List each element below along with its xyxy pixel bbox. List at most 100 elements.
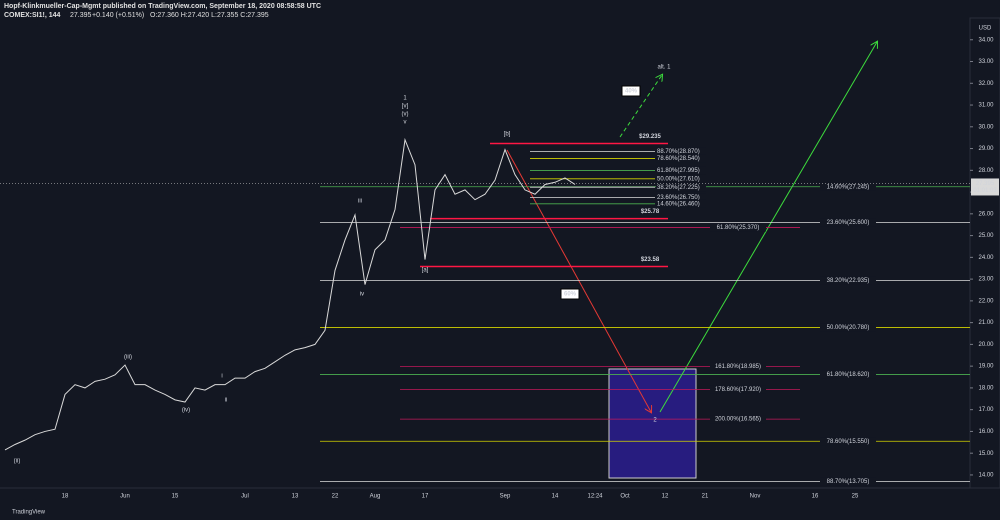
fib-label: 61.80%(18.620) — [827, 372, 870, 378]
fib-label-bg — [820, 276, 876, 285]
price-target-label: $23.58 — [641, 257, 660, 263]
y-tick-label: 34.00 — [978, 37, 994, 43]
x-tick-label: Jun — [120, 494, 130, 500]
x-tick-label: 15 — [172, 494, 179, 500]
wave-label: 1 — [403, 96, 407, 102]
y-tick-label: 17.00 — [978, 407, 994, 413]
wave-label: [b] — [504, 132, 511, 138]
wave-label: (ii) — [14, 459, 21, 465]
probability-box — [560, 288, 580, 300]
y-tick-label: 31.00 — [978, 103, 994, 109]
fib-label: 178.60%(17.920) — [715, 387, 761, 393]
y-tick-label: 28.00 — [978, 168, 994, 174]
price-axis — [969, 17, 1000, 489]
fib-label-bg — [820, 437, 876, 446]
y-tick-label: 33.00 — [978, 59, 994, 65]
y-tick-label: 29.00 — [978, 146, 994, 152]
price-target-label: $25.78 — [641, 209, 660, 215]
wave-label: [a] — [422, 268, 429, 274]
fib-label: 14.60%(26.460) — [657, 201, 700, 207]
fib-label: 161.80%(18.985) — [715, 364, 761, 370]
y-tick-label: 20.00 — [978, 342, 994, 348]
y-tick-label: 21.00 — [978, 320, 994, 326]
fib-label: 50.00%(20.780) — [827, 325, 870, 331]
down-arrow — [506, 149, 651, 412]
x-tick-label: 14 — [552, 494, 559, 500]
x-tick-label: Jul — [241, 494, 249, 500]
fib-label: 50.00%(27.610) — [657, 176, 700, 182]
fib-label-bg — [710, 385, 766, 394]
wave-label: ii — [225, 398, 228, 404]
fib-label: 61.80%(25.370) — [717, 225, 760, 231]
fib-label: 23.60%(25.600) — [827, 220, 870, 226]
last-price-label: 27.395 — [976, 181, 995, 187]
fib-label-bg — [656, 166, 706, 175]
y-tick-label: 14.00 — [978, 473, 994, 479]
y-tick-label: 22.00 — [978, 298, 994, 304]
probability: 60% — [564, 292, 577, 298]
wave-label: i — [221, 374, 222, 380]
x-tick-label: 16 — [812, 494, 819, 500]
fib-label: 14.60%(27.245) — [827, 184, 870, 190]
wave-label: iii — [358, 199, 362, 205]
up-arrow — [659, 42, 877, 413]
fib-label: 23.60%(26.750) — [657, 195, 700, 201]
fib-label-bg — [656, 154, 706, 163]
last-price-tag — [971, 178, 999, 196]
x-tick-label: 17 — [422, 494, 429, 500]
y-tick-label: 18.00 — [978, 385, 994, 391]
y-tick-label: 15.00 — [978, 451, 994, 457]
wave-label: (iv) — [182, 408, 190, 414]
fib-label-bg — [710, 223, 766, 232]
x-tick-label: 12:24 — [587, 494, 603, 500]
ohlc: O:27.360 H:27.420 L:27.355 C:27.395 — [150, 12, 269, 19]
wave-label: v — [404, 120, 407, 126]
fib-label-bg — [820, 218, 876, 227]
fib-label: 61.80%(27.995) — [657, 168, 700, 174]
fib-label-bg — [656, 199, 706, 208]
price-line — [4, 137, 576, 451]
fib-label-bg — [820, 370, 876, 379]
x-tick-label: 12 — [662, 494, 669, 500]
x-tick-label: Sep — [500, 494, 511, 500]
fib-label-bg — [710, 362, 766, 371]
x-tick-label: 22 — [332, 494, 339, 500]
fib-label-bg — [656, 147, 706, 156]
x-tick-label: 13 — [292, 494, 299, 500]
fib-label: 200.00%(16.565) — [715, 417, 761, 423]
fib-label-bg — [820, 182, 876, 191]
fib-label: 38.20%(27.225) — [657, 185, 700, 191]
y-tick-label: 23.00 — [978, 277, 994, 283]
wave-label: 2 — [653, 418, 657, 424]
wave-label: (iii) — [124, 355, 132, 361]
y-tick-label: 24.00 — [978, 255, 994, 261]
symbol: COMEX:SI1!, 144 — [4, 12, 61, 19]
probability-box — [621, 85, 641, 97]
y-tick-label: 26.00 — [978, 211, 994, 217]
brand: TradingView — [12, 510, 46, 516]
y-tick-label: 19.00 — [978, 364, 994, 370]
y-tick-label: 25.00 — [978, 233, 994, 239]
wave-label: iv — [360, 292, 364, 298]
fib-label-bg — [820, 323, 876, 332]
wave-label: (v) — [402, 112, 409, 118]
fib-label: 88.70%(13.705) — [827, 479, 870, 485]
y-tick-label: 16.00 — [978, 429, 994, 435]
x-tick-label: Nov — [750, 494, 761, 500]
y-tick-label: 32.00 — [978, 81, 994, 87]
fib-label: 78.60%(28.540) — [657, 156, 700, 162]
fib-label-bg — [656, 174, 706, 183]
currency: USD — [979, 26, 992, 32]
x-tick-label: Oct — [620, 494, 630, 500]
price-target-label: $29.235 — [639, 134, 661, 140]
fib-label-bg — [820, 477, 876, 486]
fib-label-bg — [656, 193, 706, 202]
probability: 40% — [625, 89, 638, 95]
publisher: Hopf-Klinkmueller-Cap-Mgmt published on … — [4, 3, 321, 10]
footer-bar — [0, 505, 1000, 520]
alt-arrow — [619, 75, 662, 138]
fib-label-bg — [656, 183, 706, 192]
target-zone — [608, 368, 697, 479]
